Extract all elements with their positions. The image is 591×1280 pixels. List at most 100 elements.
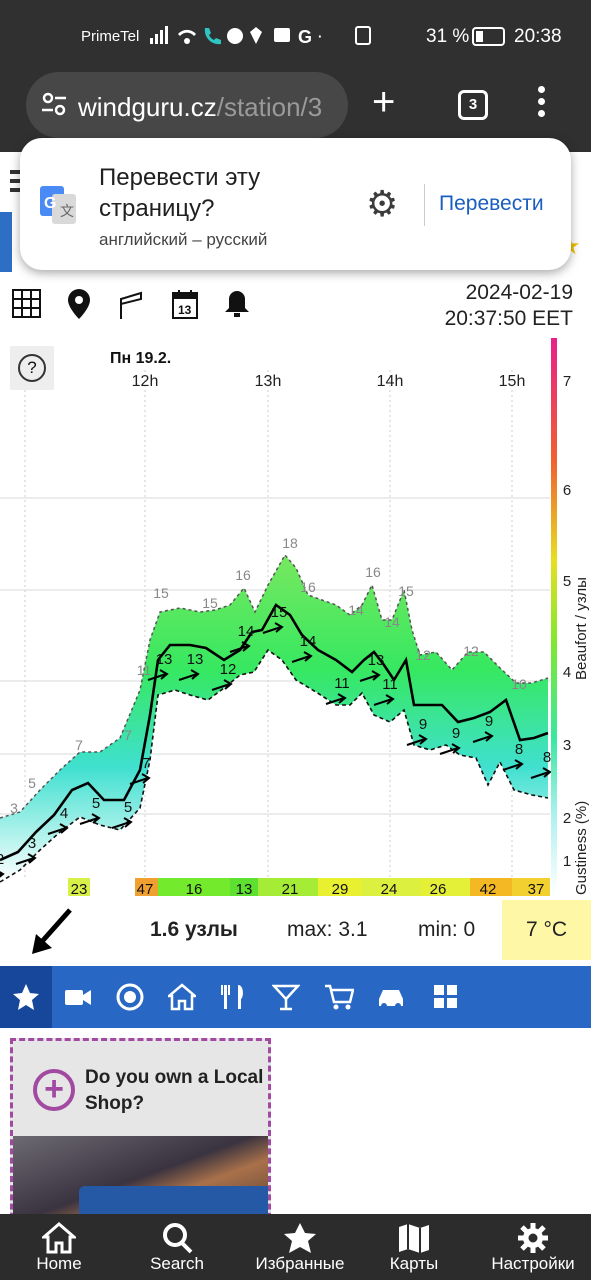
local-shop-ad[interactable]: + Do you own a Local Shop? <box>10 1038 271 1228</box>
wind-arrow <box>79 813 101 825</box>
ad-text: Do you own a Local Shop? <box>85 1067 264 1114</box>
help-button[interactable]: ? <box>10 346 54 390</box>
temperature: 7 °C <box>502 900 591 960</box>
avg-line <box>0 603 549 862</box>
gust-label: 14 <box>348 602 364 618</box>
wind-chart[interactable]: 23455713131214151411131199988 3577111515… <box>0 336 591 896</box>
wind-arrow <box>178 669 200 681</box>
wind-arrow <box>15 853 37 865</box>
category-bars[interactable] <box>260 966 312 1028</box>
search-icon <box>163 1223 193 1254</box>
avg-label: 9 <box>452 725 460 742</box>
avg-label: 9 <box>419 716 427 733</box>
site-settings-icon[interactable] <box>40 90 68 118</box>
day-label: Пн 19.2. <box>110 350 171 367</box>
table-icon[interactable] <box>12 288 42 320</box>
gust-label: 11 <box>137 662 152 678</box>
translate-button[interactable]: Перевести <box>439 192 544 215</box>
wind-arrow <box>530 767 552 779</box>
y-axis-label-gustiness: Gustiness (%) <box>573 801 590 895</box>
chart-grid <box>0 370 550 880</box>
avg-label: 11 <box>334 675 350 692</box>
wind-arrow <box>147 669 169 681</box>
max-wind: max: 3.1 <box>287 918 368 941</box>
translate-popup: G 文 Перевести эту страницу? английский –… <box>20 138 571 270</box>
avg-label: 12 <box>220 661 237 678</box>
url-domain: windguru.cz <box>78 92 217 122</box>
category-webcams[interactable] <box>52 966 104 1028</box>
gust-label: 3 <box>10 800 18 816</box>
x-axis-ticks: 12h 13h 14h 15h <box>132 373 526 390</box>
gustiness-value: 42 <box>480 881 497 896</box>
restaurant-icon <box>221 985 243 1009</box>
gustiness-value: 26 <box>430 881 447 896</box>
home-icon <box>168 983 196 1011</box>
gustiness-cell <box>420 878 470 896</box>
cocktail-icon <box>272 984 300 1011</box>
y-tick-label: 1 <box>563 853 571 870</box>
video-camera-icon <box>65 990 91 1005</box>
tab-switcher-button[interactable]: 3 <box>458 90 488 120</box>
nav-search[interactable]: Search <box>142 1214 212 1280</box>
station-time: 20:37:50 EET <box>444 307 573 330</box>
category-bar <box>0 966 591 1028</box>
category-more[interactable] <box>420 966 472 1028</box>
nav-home-label: Home <box>36 1254 82 1273</box>
location-pin-icon[interactable] <box>66 288 92 320</box>
category-accommodation[interactable] <box>156 966 208 1028</box>
wind-arrow <box>229 641 251 653</box>
y-tick-label: 2 <box>563 810 571 827</box>
nav-maps-label: Карты <box>389 1254 439 1273</box>
gust-label: 14 <box>384 614 400 630</box>
svg-text:13: 13 <box>178 303 192 317</box>
svg-text:文: 文 <box>60 204 74 220</box>
x-tick-label: 13h <box>255 373 282 390</box>
gust-line <box>0 553 549 819</box>
avg-label: 9 <box>485 713 493 730</box>
gust-label: 16 <box>365 564 381 580</box>
avg-label: 5 <box>124 799 132 816</box>
url-text[interactable]: windguru.cz/station/3 <box>78 92 322 123</box>
min-wind: min: 0 <box>418 918 476 941</box>
nav-favorites[interactable]: Избранные <box>248 1214 352 1280</box>
bell-icon[interactable] <box>224 288 250 320</box>
windsock-icon[interactable] <box>118 288 144 320</box>
header-accent <box>0 212 12 272</box>
nav-home[interactable]: Home <box>28 1214 90 1280</box>
category-favorites[interactable] <box>0 966 52 1028</box>
stats-row: 1.6 узлы max: 3.1 min: 0 7 °C <box>0 900 591 960</box>
category-restaurants[interactable] <box>208 966 260 1028</box>
gust-label: 10 <box>511 676 527 692</box>
gustiness-cell <box>362 878 420 896</box>
gust-label: 12 <box>463 643 479 659</box>
category-spots[interactable] <box>104 966 156 1028</box>
station-datetime: 2024-02-19 20:37:50 EET <box>445 280 573 332</box>
gear-icon <box>518 1223 548 1253</box>
wind-arrow <box>211 679 233 691</box>
wind-arrow <box>373 694 395 706</box>
gustiness-value: 21 <box>282 881 299 896</box>
beaufort-scale <box>551 338 557 894</box>
nav-settings[interactable]: Настройки <box>484 1214 582 1280</box>
translate-settings-icon[interactable]: ⚙ <box>366 183 399 224</box>
gustiness-value: 24 <box>381 881 398 896</box>
wind-direction-arrow-icon <box>32 908 72 954</box>
bottom-nav: Home Search Избранные Карты Настройки <box>0 1214 591 1280</box>
current-wind: 1.6 узлы <box>150 918 238 941</box>
address-bar[interactable]: windguru.cz/station/3 <box>26 72 348 138</box>
new-tab-icon[interactable]: + <box>372 80 396 124</box>
category-rentals[interactable] <box>364 966 416 1028</box>
wind-arrows <box>0 622 552 878</box>
gustiness-value: 13 <box>236 881 253 896</box>
more-menu-icon[interactable] <box>538 86 548 122</box>
wind-arrow <box>472 731 494 743</box>
calendar-icon[interactable]: 13 <box>172 288 198 320</box>
nav-maps[interactable]: Карты <box>384 1214 444 1280</box>
category-shops[interactable] <box>312 966 364 1028</box>
avg-label: 11 <box>382 676 398 693</box>
wind-arrow <box>325 693 347 705</box>
svg-text:G: G <box>44 195 56 212</box>
cart-icon <box>325 984 354 1010</box>
avg-label: 13 <box>187 651 204 668</box>
